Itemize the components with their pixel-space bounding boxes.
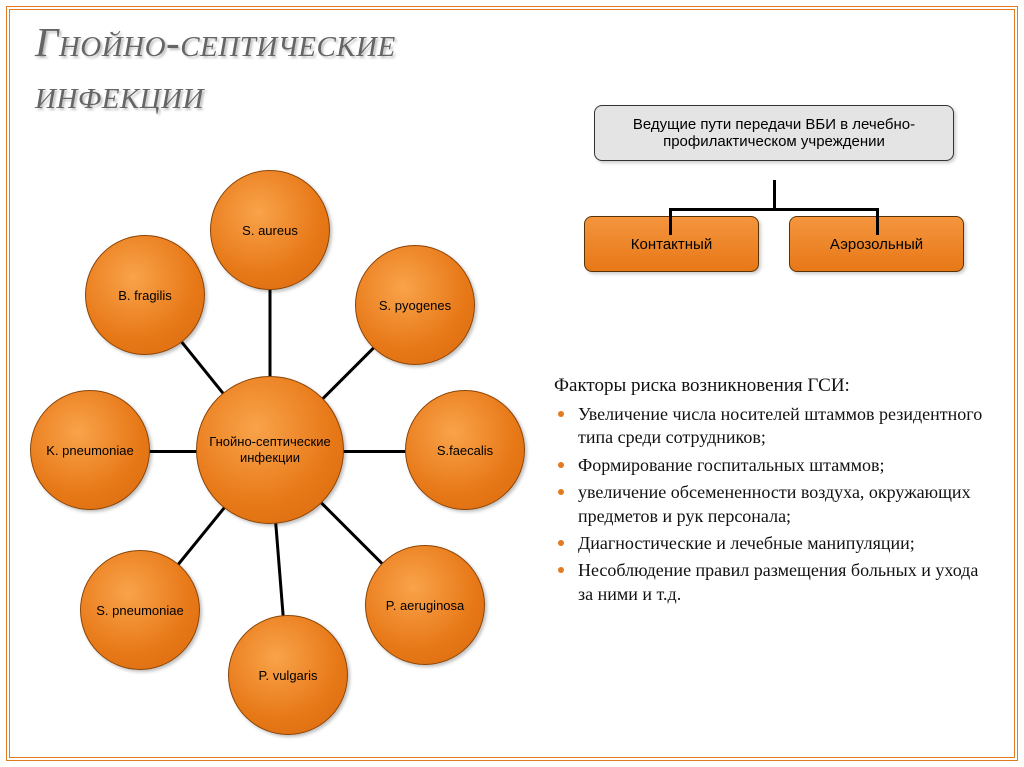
radial-spoke-7: B. fragilis bbox=[85, 235, 205, 355]
factors-item-2: увеличение обсемененности воздуха, окруж… bbox=[578, 481, 984, 528]
title-line2: инфекции bbox=[35, 70, 396, 118]
factors-heading: Факторы риска возникновения ГСИ: bbox=[554, 375, 984, 397]
factors-item-4: Несоблюдение правил размещения больных и… bbox=[578, 559, 984, 606]
hierarchy-root-box: Ведущие пути передачи ВБИ в лечебно-проф… bbox=[594, 105, 954, 161]
hierarchy-diagram: Ведущие пути передачи ВБИ в лечебно-проф… bbox=[574, 105, 974, 272]
factors-item-1: Формирование госпитальных штаммов; bbox=[578, 454, 984, 477]
radial-spoke-5: S. pneumoniae bbox=[80, 550, 200, 670]
radial-diagram: S. aureusS. pyogenesS.faecalisP. aerugin… bbox=[40, 165, 500, 725]
hier-connector-v2 bbox=[669, 208, 672, 235]
radial-spoke-3: P. aeruginosa bbox=[365, 545, 485, 665]
hier-connector-v3 bbox=[876, 208, 879, 235]
factors-section: Факторы риска возникновения ГСИ: Увеличе… bbox=[554, 375, 984, 610]
page-title: Гнойно-септические инфекции bbox=[35, 18, 396, 118]
hier-connector-v1 bbox=[773, 180, 776, 210]
title-line1: Гнойно-септические bbox=[35, 18, 396, 66]
factors-item-0: Увеличение числа носителей штаммов резид… bbox=[578, 403, 984, 450]
radial-spoke-6: K. pneumoniae bbox=[30, 390, 150, 510]
radial-spoke-4: P. vulgaris bbox=[228, 615, 348, 735]
radial-hub: Гнойно-септические инфекции bbox=[196, 376, 344, 524]
hier-connector-h bbox=[669, 208, 879, 211]
radial-spoke-0: S. aureus bbox=[210, 170, 330, 290]
radial-spoke-1: S. pyogenes bbox=[355, 245, 475, 365]
radial-spoke-2: S.faecalis bbox=[405, 390, 525, 510]
factors-list: Увеличение числа носителей штаммов резид… bbox=[554, 403, 984, 606]
factors-item-3: Диагностические и лечебные манипуляции; bbox=[578, 532, 984, 555]
